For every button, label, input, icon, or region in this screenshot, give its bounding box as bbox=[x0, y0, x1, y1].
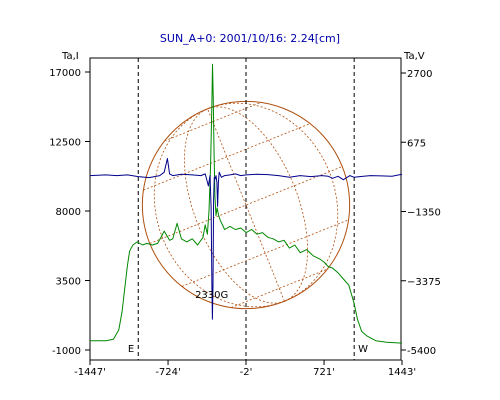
disk-parallel bbox=[181, 219, 349, 287]
series-line-polarization bbox=[89, 158, 403, 320]
disk-meridian bbox=[207, 108, 285, 302]
disk-meridian bbox=[207, 106, 308, 302]
disk-meridian bbox=[153, 108, 285, 308]
y-right-tick-label: −1350 bbox=[407, 208, 441, 219]
x-tick-label: 1443' bbox=[388, 367, 416, 378]
x-tick-label: -2' bbox=[240, 367, 253, 378]
y-right-tick-label: 2700 bbox=[407, 69, 432, 80]
y-right-tick-label: −3375 bbox=[407, 277, 441, 288]
marker-label: E bbox=[128, 344, 134, 355]
series-layer bbox=[89, 63, 403, 344]
y-left-tick-label: 3500 bbox=[56, 277, 81, 288]
y-right-tick-label: 675 bbox=[407, 138, 426, 149]
y-left-tick-label: 8000 bbox=[56, 207, 81, 218]
left-axis-label: Ta,I bbox=[61, 51, 79, 62]
annotation-label: 2330G bbox=[195, 290, 228, 301]
disk-parallel bbox=[164, 102, 261, 142]
marker-label: W bbox=[358, 344, 368, 355]
x-ticks: -1447' -724' -2' 721' 1443' bbox=[74, 360, 416, 378]
disk-parallel bbox=[143, 123, 311, 191]
solar-disk bbox=[141, 100, 351, 310]
disk-parallel bbox=[231, 268, 328, 308]
y-left-tick-label: 17000 bbox=[49, 68, 81, 79]
annotations: 2330G bbox=[195, 290, 228, 301]
x-tick-label: 721' bbox=[313, 367, 335, 378]
y-right-tick-label: -5400 bbox=[407, 346, 436, 357]
disk-meridian bbox=[184, 108, 285, 304]
right-axis-label: Ta,V bbox=[403, 51, 425, 62]
y-left-tick-label: 12500 bbox=[49, 138, 81, 149]
y-left-tick-label: -1000 bbox=[52, 346, 81, 357]
disk-meridian bbox=[207, 102, 339, 302]
y-ticks-right: 2700 675 −1350 −3375 -5400 bbox=[401, 69, 441, 357]
y-ticks-left: 17000 12500 8000 3500 -1000 bbox=[49, 68, 90, 357]
x-tick-label: -1447' bbox=[74, 367, 106, 378]
disk-parallel bbox=[149, 166, 343, 244]
series-line-intensity bbox=[90, 63, 403, 344]
chart-title: SUN_A+0: 2001/10/16: 2.24[cm] bbox=[160, 32, 340, 45]
x-tick-label: -724' bbox=[155, 367, 180, 378]
